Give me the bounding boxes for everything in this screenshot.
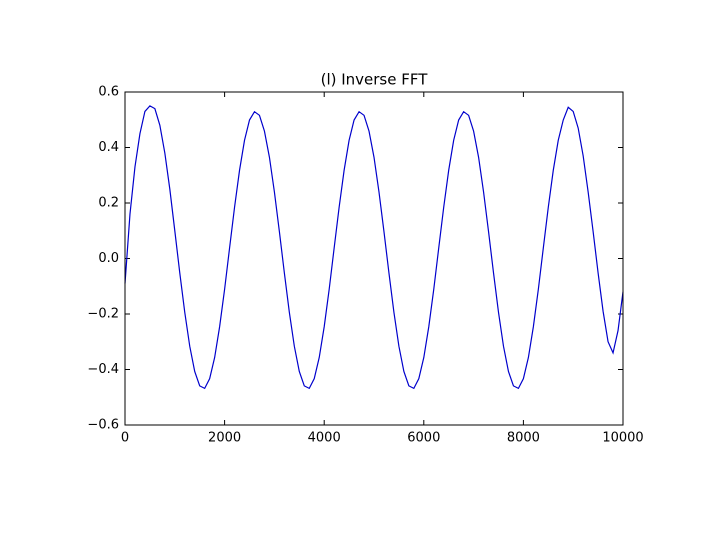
x-tick-label: 0	[121, 431, 129, 446]
y-tick-label: −0.2	[87, 307, 119, 322]
y-tick-label: 0.2	[98, 196, 119, 211]
plot-frame	[124, 91, 624, 426]
x-tick-label: 10000	[602, 431, 643, 446]
x-tick-label: 2000	[208, 431, 241, 446]
y-tick-label: 0.6	[98, 85, 119, 100]
y-tick-label: −0.6	[87, 418, 119, 433]
y-tick-label: −0.4	[87, 362, 119, 377]
x-tick-label: 6000	[407, 431, 440, 446]
line-series	[124, 105, 624, 390]
y-tick-label: 0.0	[98, 251, 119, 266]
y-tick-label: 0.4	[98, 140, 119, 155]
chart-title: (l) Inverse FFT	[321, 71, 429, 89]
x-tick-label: 4000	[308, 431, 341, 446]
x-tick-label: 8000	[507, 431, 540, 446]
